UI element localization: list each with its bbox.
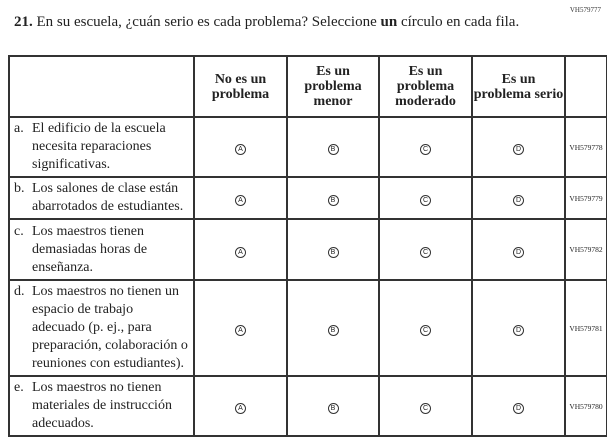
item-code: VH579779 xyxy=(564,176,607,220)
response-bubble-c[interactable]: C xyxy=(420,195,431,206)
table-row: c. Los maestros tienen demasiadas horas d… xyxy=(8,218,607,281)
item-text: Los salones de clase están abarrotados d… xyxy=(32,181,184,214)
item-code: VH579778 xyxy=(564,116,607,178)
response-bubble-d[interactable]: D xyxy=(513,144,524,155)
item-letter: b. xyxy=(14,181,25,196)
item-label: a. El edificio de la escuela necesita rep… xyxy=(8,116,195,178)
response-bubble-b[interactable]: B xyxy=(327,246,339,258)
response-bubble-d[interactable]: D xyxy=(513,403,524,414)
response-bubble-b[interactable]: B xyxy=(327,195,339,206)
response-bubble-a[interactable]: A xyxy=(235,246,246,258)
response-bubble-a[interactable]: A xyxy=(235,195,246,206)
header-serious-problem: Es un problema serio xyxy=(471,55,566,118)
response-bubble-b[interactable]: B xyxy=(327,144,339,155)
header-row: No es un problema Es un problema menor E… xyxy=(8,55,607,118)
response-bubble-c[interactable]: C xyxy=(420,246,431,258)
response-bubble-d[interactable]: D xyxy=(513,246,524,258)
table-row: b. Los salones de clase están abarrotados… xyxy=(8,176,607,220)
item-label: e. Los maestros no tienen materiales de i… xyxy=(8,375,195,437)
item-code: VH579781 xyxy=(564,279,607,377)
item-code: VH579780 xyxy=(564,375,607,437)
item-text: Los maestros no tienen materiales de ins… xyxy=(32,380,172,431)
item-text: Los maestros tienen demasiadas horas de … xyxy=(32,223,148,275)
item-letter: a. xyxy=(14,121,24,136)
item-code: VH579782 xyxy=(564,218,607,281)
item-letter: d. xyxy=(14,284,25,299)
item-text: Los maestros no tienen un espacio de tra… xyxy=(32,284,188,371)
response-bubble-d[interactable]: D xyxy=(513,195,524,206)
response-bubble-c[interactable]: C xyxy=(420,403,431,414)
response-bubble-b[interactable]: B xyxy=(327,403,339,414)
table-row: d. Los maestros no tienen un espacio de t… xyxy=(8,279,607,377)
response-bubble-c[interactable]: C xyxy=(420,325,431,336)
table-row: e. Los maestros no tienen materiales de i… xyxy=(8,375,607,437)
item-label: c. Los maestros tienen demasiadas horas d… xyxy=(8,218,195,281)
header-moderate-problem: Es un problema moderado xyxy=(378,55,473,118)
table-row: a. El edificio de la escuela necesita rep… xyxy=(8,116,607,178)
response-bubble-b[interactable]: B xyxy=(327,325,339,336)
response-bubble-c[interactable]: C xyxy=(420,144,431,155)
response-grid: No es un problema Es un problema menor E… xyxy=(8,55,607,437)
item-label: d. Los maestros no tienen un espacio de t… xyxy=(8,279,195,377)
item-letter: e. xyxy=(14,380,24,395)
response-bubble-a[interactable]: A xyxy=(235,325,246,336)
response-bubble-a[interactable]: A xyxy=(235,403,246,414)
header-not-a-problem: No es un problema xyxy=(193,55,288,118)
item-label: b. Los salones de clase están abarrotados… xyxy=(8,176,195,220)
item-text: El edificio de la escuela necesita repar… xyxy=(32,121,166,172)
response-bubble-a[interactable]: A xyxy=(235,144,246,155)
question-text: 21. En su escuela, ¿cuán serio es cada p… xyxy=(14,14,520,30)
header-minor-problem: Es un problema menor xyxy=(286,55,380,118)
item-letter: c. xyxy=(14,223,24,239)
question-code: VH579777 xyxy=(569,6,601,14)
response-bubble-d[interactable]: D xyxy=(513,325,524,336)
